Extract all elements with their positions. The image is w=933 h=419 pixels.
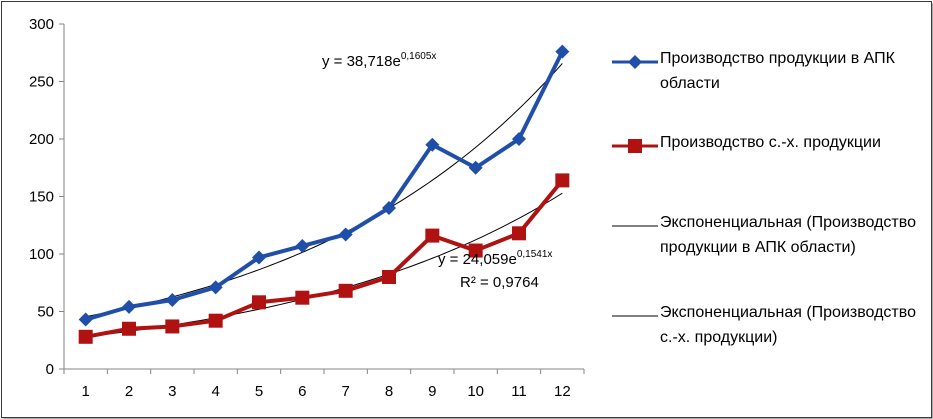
series-line-2 [85,179,564,339]
y-axis-ticks: 0 50 100 150 200 250 300 [29,16,64,378]
legend-diamond-marker [612,55,658,69]
data-point-diamond [252,250,266,265]
data-point-square [425,228,440,243]
y-tick-label: 0 [46,361,54,378]
legend-thin-line [612,315,658,317]
data-point-square [468,243,483,258]
data-point-diamond [425,137,440,152]
data-point-diamond [338,227,353,242]
data-point-square [208,313,223,328]
data-point-diamond [555,44,570,59]
x-axis-ticks: 1 2 3 4 5 6 7 8 9 10 11 12 [63,369,585,400]
data-point-diamond [382,201,396,215]
trendline-equation-1: y = 38,718e0,1605x [322,51,436,70]
data-point-diamond [512,132,526,146]
data-point-diamond [468,160,483,175]
data-point-square [165,319,180,334]
x-tick-label: 7 [341,383,349,400]
data-point-square [252,295,266,310]
series-lines [85,50,565,339]
legend-label: Производство с.-х. продукции [660,134,881,151]
x-tick-label: 5 [255,383,263,400]
series-markers [78,44,570,344]
x-tick-label: 10 [467,383,484,400]
series-line-1 [85,50,565,322]
y-tick-label: 150 [29,189,54,206]
legend-label: Экспоненциальная (Производство с.-х. про… [660,304,916,346]
y-tick-label: 100 [29,246,54,263]
legend-label: Экспоненциальная (Производство продукции… [660,214,916,256]
data-point-square [555,173,570,188]
y-tick-label: 250 [29,74,54,91]
x-tick-label: 11 [511,383,527,400]
x-tick-label: 8 [385,383,393,400]
trendline-equations: y = 38,718e0,1605x y = 24,059e0,1541x R²… [322,51,552,291]
legend-thin-line [612,225,658,227]
legend-square-marker [612,139,658,153]
axes [63,24,584,370]
data-point-square [78,329,93,344]
data-point-square [512,226,526,241]
x-tick-label: 2 [125,383,133,400]
x-tick-label: 1 [81,383,89,400]
data-point-square [382,270,396,284]
x-tick-label: 3 [168,383,176,400]
x-tick-label: 4 [211,383,219,400]
trendline-r2-2: R² = 0,9764 [460,274,539,291]
trendline-equation-2: y = 24,059e0,1541x [438,249,552,268]
data-point-diamond [78,312,93,327]
y-tick-label: 50 [37,304,54,321]
data-point-square [295,290,310,305]
trendline-1 [85,63,563,318]
legend-label: Производство продукции в АПК области [660,50,895,92]
x-tick-label: 9 [428,383,436,400]
data-point-diamond [295,238,310,253]
data-point-square [122,321,136,336]
data-point-diamond [208,280,223,295]
y-tick-label: 200 [29,131,54,148]
y-tick-label: 300 [29,16,54,33]
data-point-diamond [165,293,180,307]
x-tick-label: 12 [554,383,571,400]
data-point-diamond [122,299,136,314]
data-point-square [338,283,353,298]
x-tick-label: 6 [298,383,306,400]
